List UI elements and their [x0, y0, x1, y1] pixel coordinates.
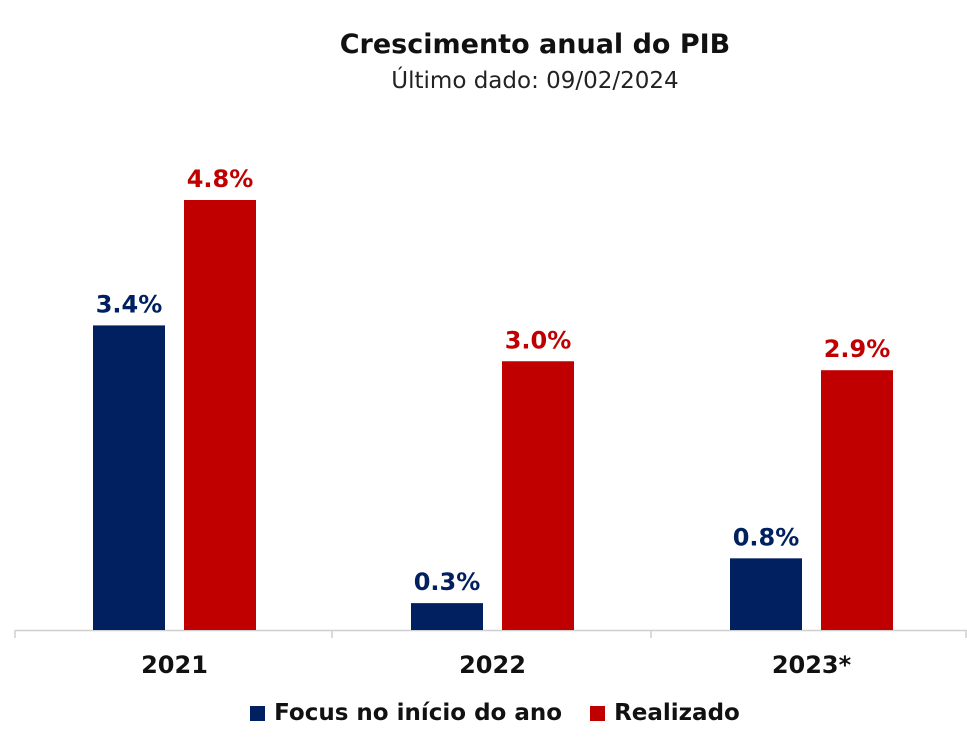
x-tick-label-2: 2023* — [772, 651, 852, 679]
data-label-focus-0: 3.4% — [96, 290, 163, 318]
data-label-realizado-2: 2.9% — [824, 335, 891, 363]
data-label-realizado-0: 4.8% — [187, 165, 254, 193]
data-label-focus-1: 0.3% — [414, 568, 481, 596]
legend: Focus no início do ano Realizado — [0, 700, 967, 727]
legend-item-focus: Focus no início do ano — [250, 700, 562, 726]
chart-title: Crescimento anual do PIB — [339, 29, 731, 60]
legend-swatch-focus — [250, 705, 266, 721]
legend-label-realizado: Realizado — [614, 700, 740, 726]
bar-realizado-1 — [502, 361, 574, 630]
x-tick-label-1: 2022 — [459, 651, 526, 679]
bar-realizado-2 — [821, 370, 893, 630]
x-tick-label-0: 2021 — [141, 651, 208, 679]
chart-subtitle: Último dado: 09/02/2024 — [391, 68, 679, 94]
legend-item-realizado: Realizado — [590, 700, 740, 726]
bar-chart: 3.4% 4.8% 2021 0.3% 3.0% 2022 0.8% 2.9% 2023* — [14, 165, 967, 679]
bar-focus-0 — [93, 325, 165, 630]
bar-focus-1 — [411, 603, 483, 630]
legend-swatch-realizado — [590, 705, 606, 721]
bar-focus-2 — [730, 558, 802, 630]
bar-realizado-0 — [184, 200, 256, 630]
data-label-focus-2: 0.8% — [733, 523, 800, 551]
data-label-realizado-1: 3.0% — [505, 326, 572, 354]
legend-label-focus: Focus no início do ano — [274, 700, 563, 726]
title-block: Crescimento anual do PIB Último dado: 09… — [0, 28, 967, 96]
